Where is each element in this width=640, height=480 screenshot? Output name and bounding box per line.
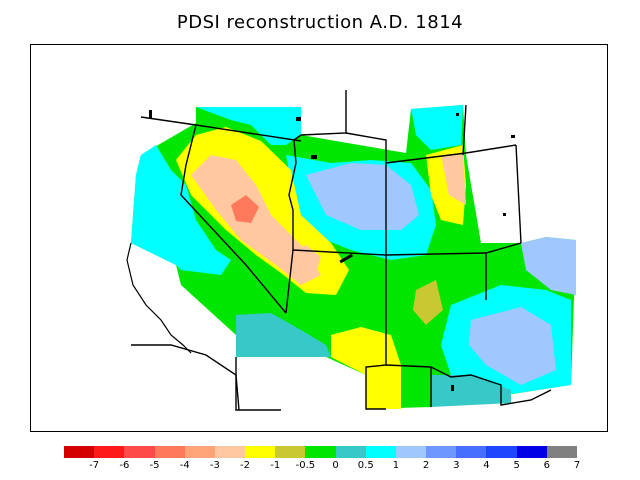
- color-legend: [64, 446, 577, 458]
- legend-swatch: [395, 446, 427, 458]
- legend-tick-label: 0: [332, 460, 339, 471]
- legend-tick-label: -1: [270, 460, 281, 471]
- legend-tick-label: 1: [392, 460, 400, 471]
- legend-swatch: [154, 446, 185, 458]
- region-montana-cyan: [411, 105, 463, 150]
- legend-swatch: [546, 446, 577, 458]
- legend-swatch: [365, 446, 396, 458]
- map-title: PDSI reconstruction A.D. 1814: [176, 12, 464, 33]
- legend-swatch: [214, 446, 246, 458]
- legend-swatch: [516, 446, 547, 458]
- legend-tick-label: -0.5: [295, 460, 316, 471]
- legend-swatch: [456, 446, 487, 458]
- legend-tick-label: -4: [179, 460, 190, 471]
- legend-swatch: [94, 446, 125, 458]
- pdsi-map: [126, 90, 576, 411]
- region-east-light-blue: [521, 237, 576, 295]
- legend-labels: -7 -6 -5 -4 -3 -2 -1 -0.5 0 0.5 1 2 3 4 5 6 7: [64, 460, 581, 474]
- legend-tick-label: 3: [453, 460, 460, 471]
- state-boundaries: [131, 90, 552, 411]
- legend-swatch: [486, 446, 517, 458]
- legend-tick-label: 4: [483, 460, 490, 471]
- region-southeast-teal: [431, 375, 511, 407]
- legend-swatch: [64, 446, 95, 458]
- legend-tick-label: -2: [240, 460, 251, 471]
- legend-tick-label: 7: [573, 460, 581, 471]
- region-utah-salmon: [286, 245, 321, 273]
- legend-tick-label: -3: [209, 460, 220, 471]
- legend-swatch: [245, 446, 276, 458]
- region-dakota-salmon: [441, 153, 466, 205]
- water-features: [149, 110, 515, 391]
- west-coast: [126, 242, 192, 354]
- region-wyoming-light-blue: [306, 163, 419, 230]
- legend-swatch: [426, 446, 457, 458]
- legend-swatch: [275, 446, 306, 458]
- region-northwest-cyan: [131, 145, 231, 275]
- region-new-mexico-light-blue: [469, 307, 556, 385]
- legend-tick-label: -6: [119, 460, 130, 471]
- legend-swatch: [124, 446, 155, 458]
- legend-swatch: [184, 446, 215, 458]
- legend-swatch: [335, 446, 366, 458]
- region-arizona-teal: [236, 313, 331, 357]
- legend-tick-label: 2: [422, 460, 430, 471]
- legend-tick-label: -5: [149, 460, 160, 471]
- map-frame: [30, 44, 608, 432]
- region-colorado-olive: [413, 280, 443, 325]
- region-great-basin-olive: [191, 155, 321, 285]
- legend-tick-label: 0.5: [357, 460, 374, 471]
- legend-tick-label: 5: [513, 460, 520, 471]
- legend-swatch: [305, 446, 336, 458]
- legend-tick-label: 6: [543, 460, 550, 471]
- region-central-nevada-salmon: [231, 195, 259, 223]
- legend-tick-label: -7: [89, 460, 100, 471]
- region-idaho-cyan: [196, 107, 301, 145]
